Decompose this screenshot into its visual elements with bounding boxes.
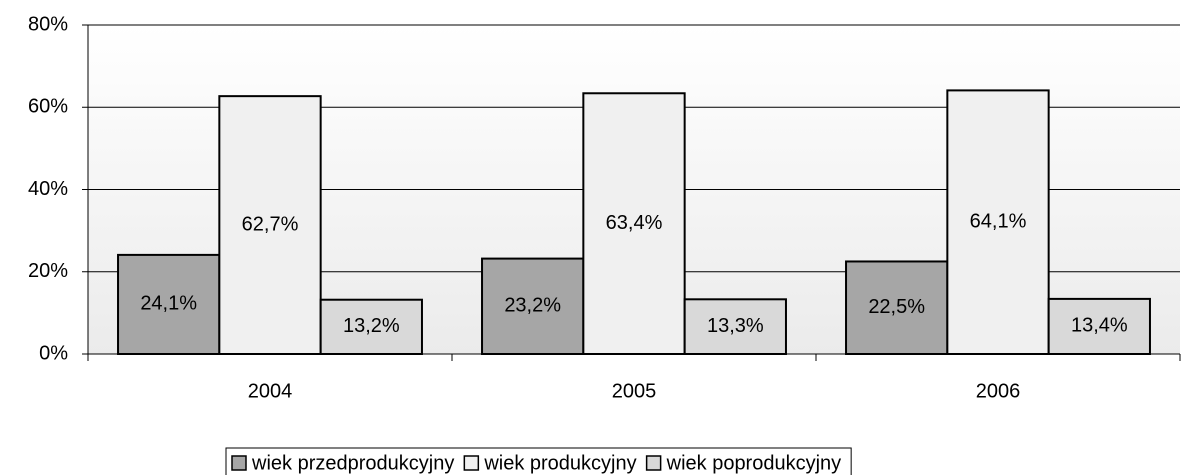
y-tick-label: 60% <box>28 96 68 118</box>
data-label: 62,7% <box>242 213 299 235</box>
data-label: 22,5% <box>868 296 925 318</box>
legend-label: wiek poprodukcyjny <box>666 452 842 474</box>
legend-label: wiek przedprodukcyjny <box>251 452 454 474</box>
data-label: 64,1% <box>970 210 1027 232</box>
bar <box>319 298 423 355</box>
bar <box>582 92 686 356</box>
bar <box>117 253 221 355</box>
y-tick-label: 40% <box>28 178 68 200</box>
legend-swatch <box>231 455 247 471</box>
data-label: 23,2% <box>504 295 561 317</box>
x-tick-label: 2006 <box>976 380 1021 402</box>
data-label: 13,4% <box>1071 315 1128 337</box>
y-tick-label: 80% <box>28 13 68 35</box>
bar <box>946 89 1050 355</box>
bar <box>683 298 787 355</box>
bar <box>1047 297 1151 355</box>
y-tick-label: 0% <box>39 342 68 364</box>
x-tick-label: 2004 <box>248 380 293 402</box>
legend-box <box>225 447 852 475</box>
data-label: 13,2% <box>343 315 400 337</box>
data-label: 63,4% <box>606 212 663 234</box>
x-tick-label: 2005 <box>612 380 657 402</box>
y-tick-label: 20% <box>28 260 68 282</box>
bar <box>845 260 949 355</box>
legend-swatch <box>463 455 480 471</box>
legend-swatch <box>645 455 662 471</box>
legend-label: wiek produkcyjny <box>483 452 636 474</box>
data-label: 24,1% <box>140 293 197 315</box>
bar <box>218 95 322 356</box>
data-label: 13,3% <box>707 315 764 337</box>
